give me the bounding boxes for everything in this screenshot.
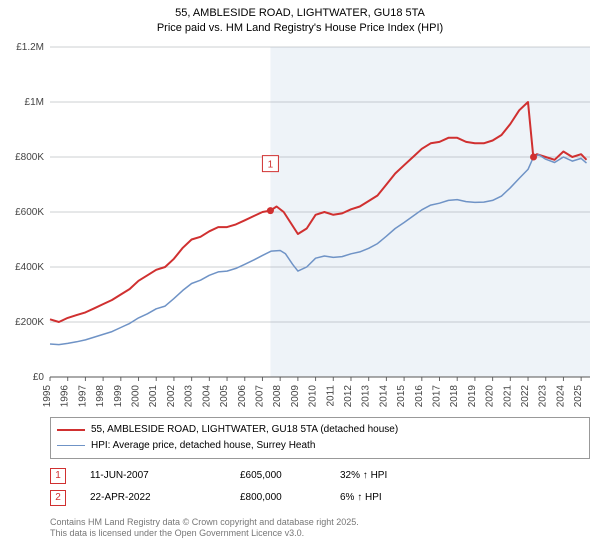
marker-table: 1 11-JUN-2007 £605,000 32% ↑ HPI 2 22-AP… [50, 465, 590, 509]
chart-svg: £0 £200K £400K £600K £800K £1M £1.2M 1995 1996 19… [0, 37, 600, 417]
svg-text:£200K: £200K [15, 317, 44, 328]
svg-text:2006: 2006 [237, 384, 248, 407]
svg-text:2019: 2019 [467, 384, 478, 407]
title-line2: Price paid vs. HM Land Registry's House … [0, 21, 600, 36]
svg-text:2005: 2005 [219, 384, 230, 407]
legend-label: 55, AMBLESIDE ROAD, LIGHTWATER, GU18 5TA… [91, 424, 398, 435]
svg-text:2021: 2021 [502, 384, 513, 407]
svg-text:1997: 1997 [77, 384, 88, 407]
marker-row: 2 22-APR-2022 £800,000 6% ↑ HPI [50, 487, 590, 509]
svg-text:£0: £0 [33, 372, 45, 383]
svg-text:1996: 1996 [60, 384, 71, 407]
svg-text:2024: 2024 [555, 384, 566, 407]
chart-area: £0 £200K £400K £600K £800K £1M £1.2M 1995 1996 19… [0, 37, 600, 417]
svg-text:1: 1 [268, 159, 274, 170]
marker-id-box: 1 [50, 468, 66, 484]
svg-text:1999: 1999 [113, 384, 124, 407]
svg-text:2012: 2012 [343, 384, 354, 407]
marker-diff: 6% ↑ HPI [340, 492, 382, 503]
svg-text:2002: 2002 [166, 384, 177, 407]
legend: 55, AMBLESIDE ROAD, LIGHTWATER, GU18 5TA… [50, 417, 590, 459]
legend-swatch [57, 445, 85, 446]
svg-text:2020: 2020 [485, 384, 496, 407]
marker-row: 1 11-JUN-2007 £605,000 32% ↑ HPI [50, 465, 590, 487]
svg-text:2014: 2014 [378, 384, 389, 407]
svg-text:2013: 2013 [361, 384, 372, 407]
marker-date: 11-JUN-2007 [90, 470, 240, 481]
legend-item: 55, AMBLESIDE ROAD, LIGHTWATER, GU18 5TA… [57, 422, 583, 438]
svg-text:2025: 2025 [573, 384, 584, 407]
svg-text:2003: 2003 [184, 384, 195, 407]
svg-text:2017: 2017 [432, 384, 443, 407]
svg-text:£800K: £800K [15, 152, 44, 163]
marker-date: 22-APR-2022 [90, 492, 240, 503]
legend-item: HPI: Average price, detached house, Surr… [57, 438, 583, 454]
svg-text:2008: 2008 [272, 384, 283, 407]
svg-text:2004: 2004 [201, 384, 212, 407]
svg-text:2022: 2022 [520, 384, 531, 407]
footer-line2: This data is licensed under the Open Gov… [50, 528, 590, 540]
svg-text:2009: 2009 [290, 384, 301, 407]
svg-text:2000: 2000 [131, 384, 142, 407]
footer: Contains HM Land Registry data © Crown c… [50, 517, 590, 540]
svg-text:2023: 2023 [538, 384, 549, 407]
footer-line1: Contains HM Land Registry data © Crown c… [50, 517, 590, 529]
svg-text:1995: 1995 [42, 384, 53, 407]
marker-price: £800,000 [240, 492, 340, 503]
legend-swatch [57, 429, 85, 431]
svg-text:2007: 2007 [254, 384, 265, 407]
marker-price: £605,000 [240, 470, 340, 481]
svg-text:2015: 2015 [396, 384, 407, 407]
marker-id-box: 2 [50, 490, 66, 506]
legend-label: HPI: Average price, detached house, Surr… [91, 440, 315, 451]
svg-text:2001: 2001 [148, 384, 159, 407]
chart-title: 55, AMBLESIDE ROAD, LIGHTWATER, GU18 5TA… [0, 0, 600, 37]
svg-text:2010: 2010 [308, 384, 319, 407]
svg-text:2016: 2016 [414, 384, 425, 407]
marker-diff: 32% ↑ HPI [340, 470, 387, 481]
svg-text:£400K: £400K [15, 262, 44, 273]
svg-text:2018: 2018 [449, 384, 460, 407]
title-line1: 55, AMBLESIDE ROAD, LIGHTWATER, GU18 5TA [0, 6, 600, 21]
svg-text:£1.2M: £1.2M [16, 42, 44, 53]
svg-text:£1M: £1M [25, 97, 44, 108]
svg-text:£600K: £600K [15, 207, 44, 218]
svg-text:1998: 1998 [95, 384, 106, 407]
svg-text:2011: 2011 [325, 384, 336, 406]
